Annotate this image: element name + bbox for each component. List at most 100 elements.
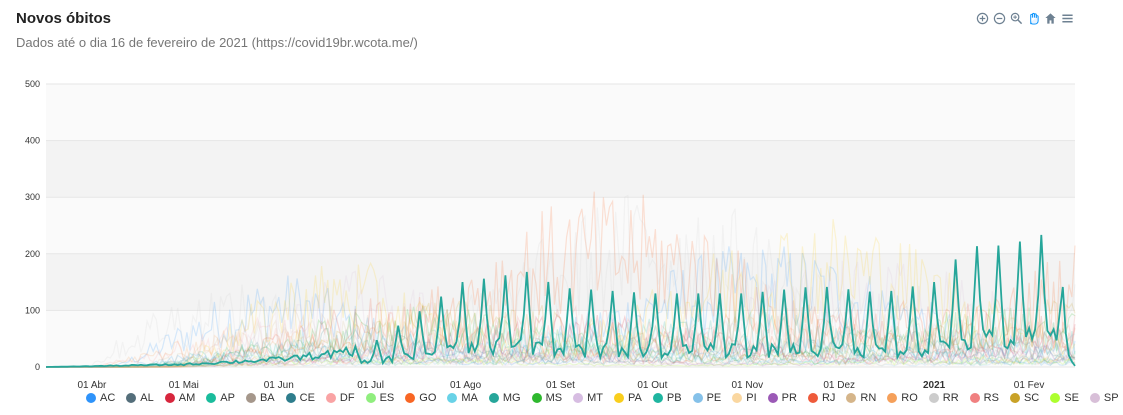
legend-item-rj[interactable]: RJ	[807, 392, 836, 404]
legend-item-ma[interactable]: MA	[447, 392, 478, 404]
legend-item-sp[interactable]: SP	[1089, 392, 1119, 404]
series-line-es[interactable]	[46, 335, 1076, 368]
y-tick-label: 0	[35, 362, 40, 372]
legend-label: MS	[545, 392, 563, 404]
legend-item-pe[interactable]: PE	[692, 392, 721, 404]
legend-item-ba[interactable]: BA	[245, 392, 275, 404]
series-line-pb[interactable]	[46, 310, 1076, 368]
legend-item-rr[interactable]: RR	[928, 392, 959, 404]
x-tick-label: 01 Fev	[1014, 380, 1045, 390]
series-line-ap[interactable]	[46, 325, 1076, 368]
legend-label: GO	[419, 392, 437, 404]
legend-label: RO	[901, 392, 918, 404]
legend-item-ro[interactable]: RO	[887, 392, 918, 404]
series-line-rj[interactable]	[46, 298, 1076, 368]
legend-marker	[969, 393, 980, 403]
legend-label: AC	[100, 392, 116, 404]
grid-band	[46, 84, 1075, 141]
series-line-ro[interactable]	[46, 315, 1076, 368]
legend-marker	[573, 393, 584, 403]
legend-marker	[1050, 393, 1061, 403]
series-line-sp[interactable]	[46, 260, 1076, 368]
legend-item-go[interactable]: GO	[405, 392, 436, 404]
y-tick-label: 500	[25, 79, 40, 89]
legend-marker	[126, 393, 137, 403]
series-line-pi[interactable]	[46, 350, 1076, 368]
series-line-sc[interactable]	[46, 299, 1076, 368]
x-tick-label: 01 Set	[546, 380, 575, 390]
legend-item-se[interactable]: SE	[1050, 392, 1079, 404]
series-line-ac[interactable]	[46, 246, 1076, 368]
legend-label: BA	[259, 392, 275, 404]
legend-item-mt[interactable]: MT	[573, 392, 603, 404]
legend-marker	[928, 393, 939, 403]
legend-item-es[interactable]: ES	[365, 392, 395, 404]
series-line-rr[interactable]	[46, 194, 1076, 368]
series-line-go[interactable]	[46, 191, 1076, 368]
menu-icon[interactable]	[1060, 10, 1075, 26]
zoom-in-icon[interactable]	[975, 10, 990, 26]
legend-item-ac[interactable]: AC	[86, 392, 115, 404]
legend-marker	[531, 393, 542, 403]
legend-label: MG	[502, 392, 521, 404]
legend-label: RR	[942, 392, 959, 404]
legend-label: RS	[983, 392, 999, 404]
legend-item-ap[interactable]: AP	[206, 392, 235, 404]
legend-marker	[325, 393, 336, 403]
legend-label: PB	[666, 392, 682, 404]
legend-label: DF	[339, 392, 355, 404]
legend-item-al[interactable]: AL	[126, 392, 154, 404]
legend-label: ES	[379, 392, 395, 404]
grid-band	[46, 310, 1075, 367]
x-tick-label: 01 Nov	[731, 380, 763, 390]
legend-label: AM	[178, 392, 196, 404]
series-line-rn[interactable]	[46, 300, 1076, 368]
series-line-to[interactable]	[46, 335, 1076, 368]
chart-toolbar	[975, 10, 1075, 26]
grid-band	[46, 140, 1075, 198]
legend-marker	[405, 393, 416, 403]
legend-item-rn[interactable]: RN	[846, 392, 876, 404]
legend-marker	[652, 393, 663, 403]
legend-marker	[245, 393, 256, 403]
zoom-selection-icon[interactable]	[1009, 10, 1024, 26]
reset-zoom-icon[interactable]	[1043, 10, 1058, 26]
series-line-pe[interactable]	[46, 347, 1076, 368]
legend-item-ce[interactable]: CE	[285, 392, 315, 404]
legend-marker	[1089, 393, 1100, 403]
series-line-se[interactable]	[46, 355, 1076, 368]
x-tick-label: 01 Mai	[169, 380, 199, 390]
legend-label: CE	[299, 392, 315, 404]
legend-marker	[887, 393, 898, 403]
legend-item-rs[interactable]: RS	[969, 392, 999, 404]
legend-item-am[interactable]: AM	[164, 392, 196, 404]
legend-label: MA	[461, 392, 478, 404]
series-line-mt[interactable]	[46, 353, 1076, 368]
legend-item-sc[interactable]: SC	[1009, 392, 1039, 404]
chart-title: Novos óbitos	[16, 10, 112, 27]
series-line-ce[interactable]	[46, 327, 1076, 368]
x-tick-label: 01 Out	[637, 380, 667, 390]
legend-item-pb[interactable]: PB	[652, 392, 682, 404]
line-chart[interactable]: 0 100 200 300 400 500 01 Abr 01 Mai 01 Jun 01 Jul…	[0, 70, 1123, 390]
legend-marker	[846, 393, 857, 403]
legend-item-pa[interactable]: PA	[614, 392, 642, 404]
zoom-out-icon[interactable]	[992, 10, 1007, 26]
legend-marker	[767, 393, 778, 403]
series-line-rs[interactable]	[46, 304, 1076, 368]
legend-label: RN	[860, 392, 877, 404]
legend-marker	[206, 393, 217, 403]
x-tick-label: 01 Abr	[77, 380, 107, 390]
legend-label: PI	[746, 392, 757, 404]
series-line-mg[interactable]	[45, 234, 1076, 368]
legend-label: AL	[140, 392, 154, 404]
legend-item-df[interactable]: DF	[325, 392, 355, 404]
legend-label: RJ	[821, 392, 836, 404]
legend-item-mg[interactable]: MG	[488, 392, 521, 404]
legend-item-pr[interactable]: PR	[767, 392, 797, 404]
legend-marker	[614, 393, 625, 403]
legend-item-pi[interactable]: PI	[732, 392, 757, 404]
pan-icon[interactable]	[1026, 10, 1041, 26]
legend-item-ms[interactable]: MS	[531, 392, 563, 404]
series-line-ms[interactable]	[46, 305, 1076, 368]
